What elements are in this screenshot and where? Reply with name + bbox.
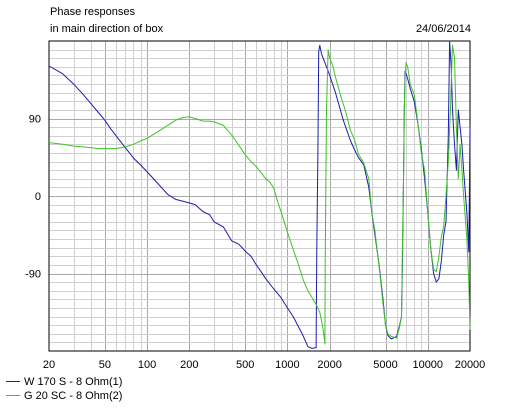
y-tick-label: -90	[25, 269, 41, 281]
legend-item-2: G 20 SC - 8 Ohm(2)	[6, 390, 122, 403]
x-tick-label: 1000	[275, 359, 299, 371]
series-line-1	[48, 40, 471, 349]
chart-date: 24/06/2014	[415, 23, 471, 35]
x-tick-label: 20	[43, 359, 55, 371]
legend-label-2: G 20 SC - 8 Ohm(2)	[24, 390, 123, 402]
y-tick-label: 0	[35, 191, 41, 203]
x-tick-label: 5000	[373, 359, 397, 371]
y-tick-label: 90	[29, 114, 41, 126]
x-tick-label: 100	[138, 359, 156, 371]
legend-label-1: W 170 S - 8 Ohm(1)	[24, 376, 123, 388]
x-axis-labels: 20 50 100 200 500 1000 2000 5000 10000 20000	[43, 359, 485, 371]
series-lines	[48, 40, 471, 349]
x-tick-label: 500	[236, 359, 254, 371]
series-line-2	[48, 44, 471, 345]
y-axis-labels: 90 0 -90	[25, 114, 41, 281]
x-tick-label: 20000	[455, 359, 486, 371]
x-tick-label: 10000	[412, 359, 443, 371]
grid	[49, 41, 470, 351]
chart-subtitle: in main direction of box	[50, 23, 164, 35]
legend-swatch-1	[6, 380, 20, 382]
x-tick-label: 2000	[317, 359, 341, 371]
x-tick-label: 200	[180, 359, 198, 371]
legend-item-1: W 170 S - 8 Ohm(1)	[6, 376, 122, 389]
x-tick-label: 50	[99, 359, 111, 371]
plot-frame	[48, 40, 471, 352]
chart-title: Phase responses	[50, 6, 135, 18]
legend-swatch-2	[6, 394, 20, 396]
